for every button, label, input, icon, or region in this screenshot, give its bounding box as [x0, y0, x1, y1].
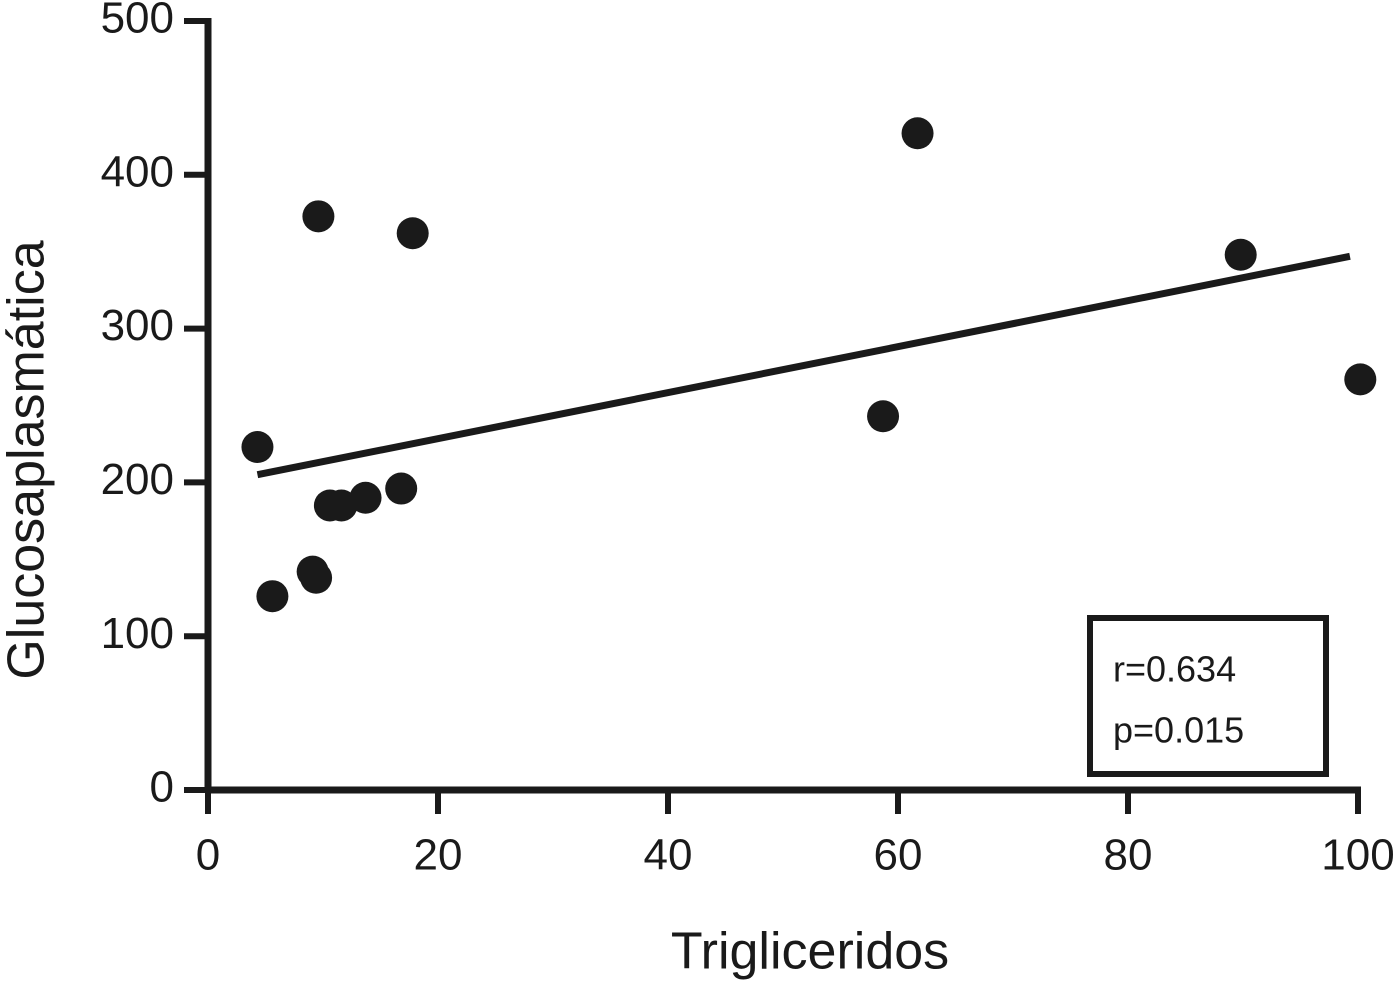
- y-tick-label: 300: [101, 301, 174, 350]
- x-tick-label: 20: [414, 831, 463, 880]
- x-tick-label: 0: [196, 831, 220, 880]
- data-point: [396, 217, 429, 250]
- data-point: [1224, 238, 1257, 271]
- y-tick-label: 200: [101, 455, 174, 504]
- stat-r: r=0.634: [1113, 649, 1236, 690]
- data-point: [349, 481, 382, 514]
- data-point: [302, 200, 335, 233]
- stat-p: p=0.015: [1113, 710, 1244, 751]
- x-tick-label: 40: [644, 831, 693, 880]
- stats-box: [1087, 615, 1329, 777]
- y-tick-label: 500: [101, 0, 174, 43]
- data-point: [241, 431, 274, 464]
- y-tick-label: 0: [150, 763, 174, 812]
- data-point: [385, 472, 418, 505]
- trend-line: [256, 252, 1351, 479]
- y-tick-label: 400: [101, 147, 174, 196]
- x-tick-label: 60: [874, 831, 923, 880]
- x-axis-title: Trigliceridos: [671, 923, 949, 981]
- data-point: [325, 489, 358, 522]
- data-point: [1344, 363, 1377, 396]
- x-tick-label: 80: [1104, 831, 1153, 880]
- data-point: [867, 400, 900, 433]
- x-tick-label: 100: [1321, 831, 1393, 880]
- data-point: [256, 580, 289, 613]
- y-axis-title: Glucosaplasmática: [0, 240, 56, 679]
- y-tick-label: 100: [101, 609, 174, 658]
- data-point: [901, 117, 934, 150]
- data-point: [300, 561, 333, 594]
